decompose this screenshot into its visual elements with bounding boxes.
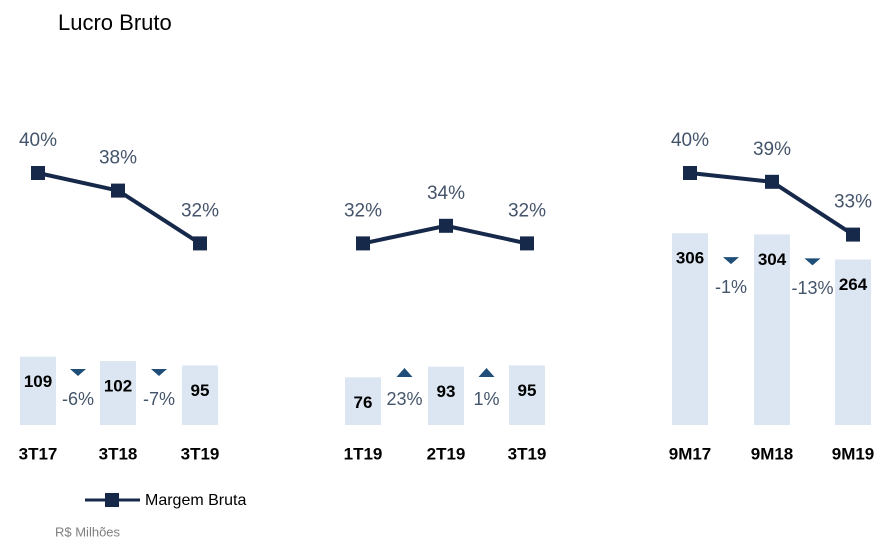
x-tick-label: 3T19 <box>181 444 220 463</box>
change-arrow <box>804 258 821 266</box>
bar-value-label: 76 <box>354 393 373 412</box>
change-label: 1% <box>473 389 499 409</box>
bar-value-label: 102 <box>104 377 132 396</box>
change-label: -7% <box>143 389 175 409</box>
change-arrow <box>478 368 495 377</box>
legend-label: Margem Bruta <box>145 492 246 509</box>
bar <box>345 377 381 425</box>
x-tick-label: 3T19 <box>508 444 547 463</box>
change-arrow <box>723 257 739 265</box>
x-tick-label: 1T19 <box>344 444 383 463</box>
change-arrow <box>151 369 167 376</box>
margin-label: 40% <box>19 130 57 151</box>
bar-value-label: 304 <box>758 250 787 269</box>
bar <box>428 366 464 425</box>
margin-marker <box>31 166 45 180</box>
margin-marker <box>765 174 779 189</box>
unit-note: R$ Milhões <box>55 524 121 539</box>
margin-label: 32% <box>344 200 382 221</box>
margin-marker <box>356 236 370 251</box>
legend-marker <box>105 493 119 507</box>
bar <box>672 233 708 425</box>
change-arrow <box>70 369 86 376</box>
bar <box>20 356 56 425</box>
margin-marker <box>193 236 207 251</box>
margin-line <box>37 171 202 246</box>
change-label: -6% <box>62 389 94 409</box>
x-tick-label: 9M19 <box>832 444 875 463</box>
bar <box>182 365 218 425</box>
bar <box>835 259 871 425</box>
bar <box>100 361 136 425</box>
change-label: -13% <box>791 278 833 298</box>
change-label: -1% <box>715 277 747 297</box>
margin-marker <box>520 236 534 251</box>
change-arrow <box>396 368 413 377</box>
bar-value-label: 95 <box>191 381 210 400</box>
bar-value-label: 95 <box>518 381 537 400</box>
bar-value-label: 93 <box>437 382 456 401</box>
bar <box>509 365 545 425</box>
margin-marker <box>846 227 860 242</box>
chart-title: Lucro Bruto <box>58 10 172 35</box>
margin-marker <box>439 218 453 233</box>
margin-label: 34% <box>427 183 465 204</box>
bar-value-label: 264 <box>839 275 868 294</box>
x-tick-label: 2T19 <box>427 444 466 463</box>
margin-label: 40% <box>671 130 709 151</box>
x-tick-label: 9M17 <box>669 444 712 463</box>
x-tick-label: 9M18 <box>751 444 794 463</box>
bar-value-label: 109 <box>24 372 52 391</box>
margin-label: 32% <box>181 200 219 221</box>
margin-marker <box>683 166 697 180</box>
margin-label: 32% <box>508 200 546 221</box>
change-label: 23% <box>386 389 422 409</box>
bar <box>754 234 790 425</box>
bar-value-label: 306 <box>676 249 704 268</box>
margin-marker <box>111 183 125 198</box>
x-tick-label: 3T17 <box>19 444 58 463</box>
margin-label: 39% <box>753 139 791 160</box>
margin-label: 33% <box>834 192 872 213</box>
x-tick-label: 3T18 <box>99 444 138 463</box>
margin-label: 38% <box>99 148 137 169</box>
